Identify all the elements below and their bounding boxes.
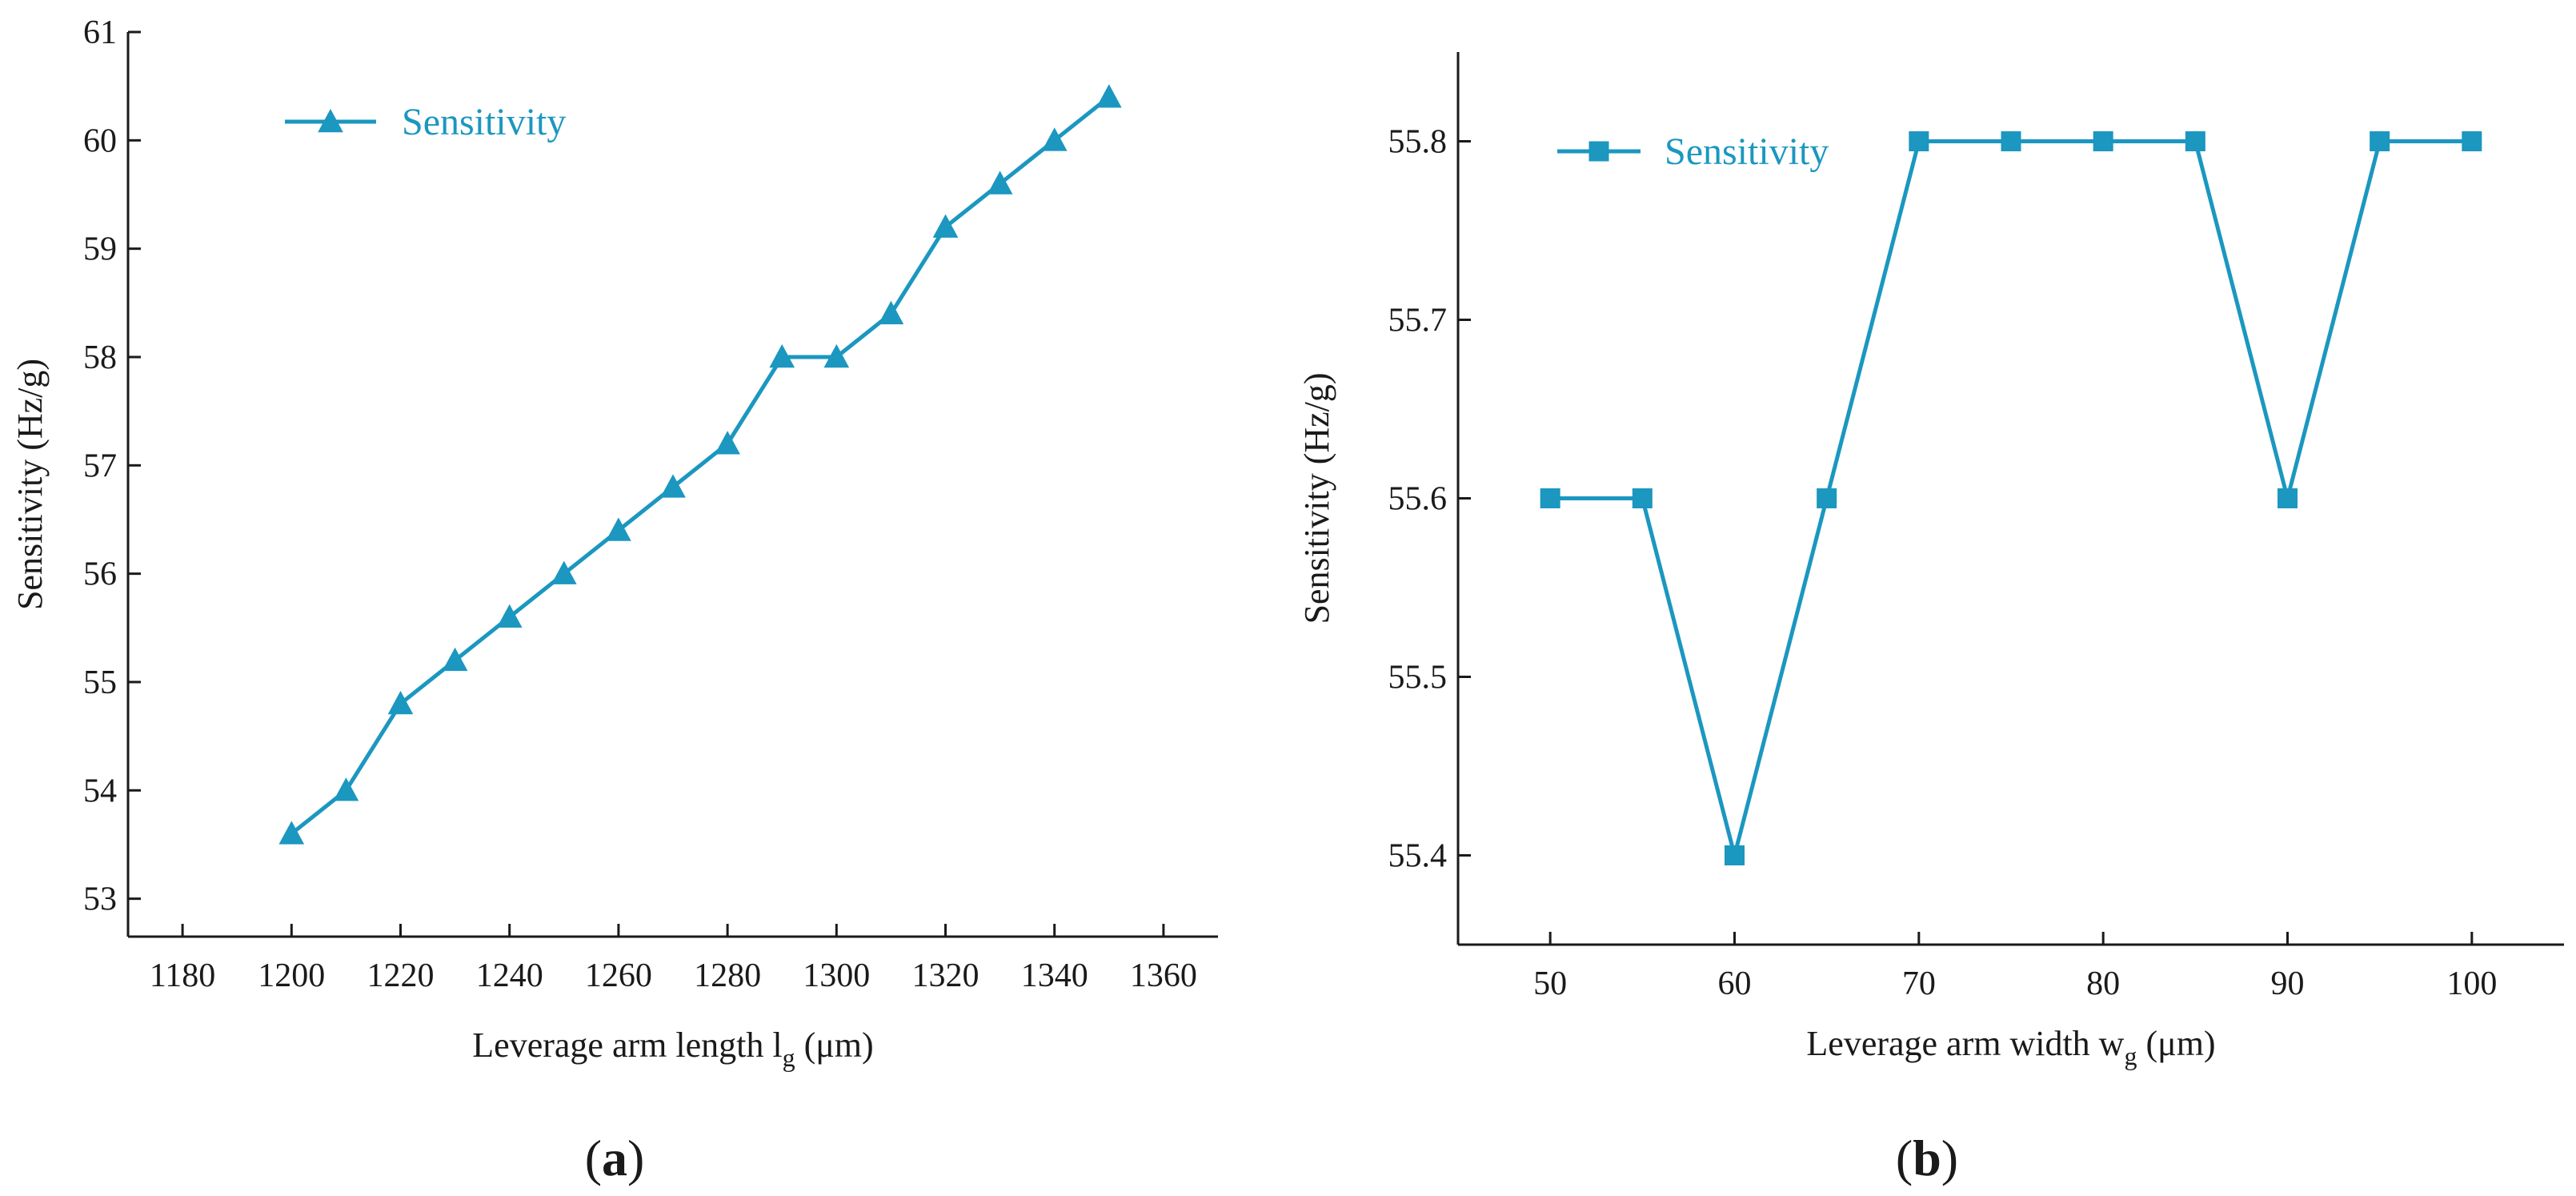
legend-label: Sensitivity	[1665, 130, 1829, 173]
x-axis-label: Leverage arm length lg (μm)	[472, 1025, 873, 1072]
x-tick-label: 1320	[912, 957, 980, 994]
panel-label: (a)	[585, 1130, 645, 1186]
y-axis-label: Sensitivity (Hz/g)	[10, 359, 50, 610]
data-point	[932, 214, 959, 238]
x-tick-label: 1260	[585, 957, 652, 994]
data-point	[387, 690, 414, 715]
data-point	[551, 560, 577, 584]
chart-panel-a: 53 54 55 56 57 58 59 60 61 1180 1200 1220 1240 1260 12…	[10, 14, 1218, 1186]
x-tick-label: 90	[2271, 965, 2305, 1002]
data-point	[2001, 131, 2021, 151]
x-tick-label: 1200	[258, 957, 325, 994]
data-point	[2370, 131, 2390, 151]
y-tick-label: 59	[83, 231, 117, 268]
y-tick-label: 55.6	[1388, 481, 1448, 518]
data-point	[2462, 131, 2482, 151]
data-point	[1909, 131, 1929, 151]
y-tick-label: 55.4	[1388, 838, 1448, 875]
series-line	[1550, 139, 2472, 864]
x-tick-label: 1280	[694, 957, 761, 994]
y-tick-label: 58	[83, 339, 117, 376]
y-tick-label: 56	[83, 556, 117, 593]
x-tick-label: 100	[2446, 965, 2497, 1002]
data-point	[2278, 488, 2298, 508]
y-tick-label: 55.5	[1388, 660, 1448, 696]
legend-marker	[318, 108, 343, 133]
y-tick-label: 60	[83, 122, 117, 159]
x-tick-label: 1300	[803, 957, 870, 994]
panel-label: (b)	[1896, 1130, 1958, 1186]
data-point	[2093, 131, 2113, 151]
y-tick-label: 57	[83, 447, 117, 484]
legend-marker	[1588, 141, 1609, 162]
data-point	[1540, 488, 1560, 508]
data-point	[1041, 127, 1068, 151]
series-line	[290, 95, 1111, 836]
y-tick-label: 54	[83, 773, 117, 809]
data-point	[1096, 84, 1122, 108]
data-point	[278, 821, 305, 845]
legend-label: Sensitivity	[402, 101, 566, 143]
chart-panel-b: 55.4 55.5 55.6 55.7 55.8 50 60 70 80 90 100 Leverag…	[1297, 52, 2564, 1186]
data-point	[1632, 488, 1653, 508]
x-tick-label: 1220	[367, 957, 435, 994]
data-point	[606, 517, 631, 541]
y-tick-label: 55.8	[1388, 124, 1448, 161]
x-tick-label: 80	[2086, 965, 2120, 1002]
y-tick-label: 55	[83, 664, 117, 701]
data-point	[2185, 131, 2205, 151]
data-point	[823, 343, 850, 368]
y-tick-label: 53	[83, 881, 117, 918]
data-point	[660, 474, 686, 498]
x-tick-label: 1360	[1130, 957, 1197, 994]
data-point	[333, 777, 359, 801]
x-tick-label: 1180	[150, 957, 215, 994]
data-point	[496, 604, 523, 628]
y-tick-label: 61	[83, 14, 117, 51]
data-point	[878, 300, 904, 325]
data-point	[769, 343, 795, 368]
x-tick-label: 70	[1902, 965, 1936, 1002]
y-axis-label: Sensitivity (Hz/g)	[1297, 372, 1336, 624]
data-point	[442, 647, 468, 672]
x-tick-label: 50	[1533, 965, 1567, 1002]
y-tick-label: 55.7	[1388, 303, 1448, 339]
data-point	[987, 171, 1013, 195]
data-point	[715, 431, 740, 455]
x-tick-label: 1240	[476, 957, 543, 994]
data-point	[1725, 845, 1745, 865]
x-axis-label: Leverage arm width wg (μm)	[1806, 1024, 2215, 1070]
x-tick-label: 60	[1718, 965, 1752, 1002]
data-point	[1817, 488, 1837, 508]
x-tick-label: 1340	[1021, 957, 1088, 994]
